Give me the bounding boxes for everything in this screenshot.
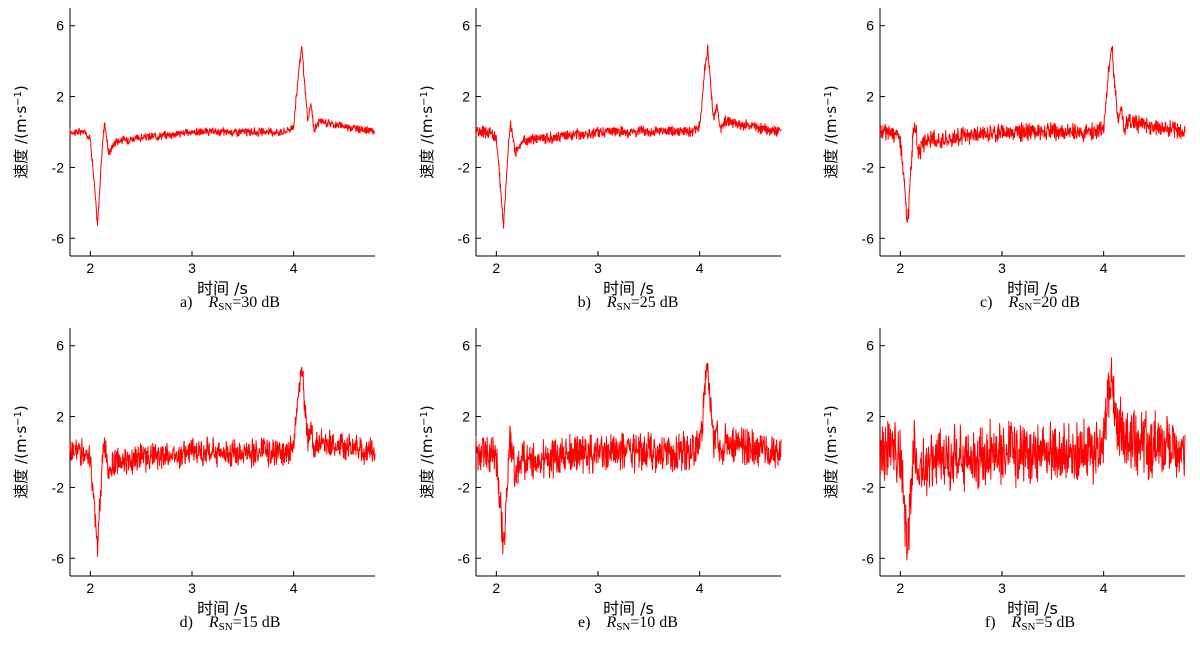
x-tick-label: 4	[290, 260, 298, 276]
snr-subscript: SN	[1021, 621, 1036, 633]
snr-subscript: SN	[218, 621, 233, 633]
y-tick-label: 2	[866, 89, 874, 105]
velocity-series-line	[879, 45, 1186, 223]
x-axis-label: 时间 /s	[197, 279, 248, 298]
x-tick-label: 2	[492, 580, 500, 596]
y-tick-label: -2	[458, 159, 471, 175]
y-axis-label: 速度 /(m·s−1)	[822, 405, 840, 498]
snr-value: =30 dB	[232, 294, 280, 311]
y-tick-label: -6	[862, 550, 875, 566]
y-axis-label: 速度 /(m·s−1)	[12, 85, 30, 178]
y-tick-label: -2	[458, 479, 471, 495]
velocity-series-line	[475, 362, 782, 555]
snr-subscript: SN	[616, 621, 631, 633]
snr-value: =15 dB	[232, 614, 281, 631]
y-tick-label: 6	[462, 18, 470, 34]
panel-letter: d)	[179, 614, 193, 631]
panel-letter: f)	[984, 614, 996, 631]
y-tick-label: -2	[52, 159, 65, 175]
caption-e: e) RSN=10 dB	[428, 614, 828, 633]
x-tick-label: 3	[998, 580, 1006, 596]
caption-f: f) RSN=5 dB	[830, 614, 1200, 633]
y-tick-label: -2	[862, 159, 875, 175]
y-tick-label: -6	[862, 230, 875, 246]
x-tick-label: 4	[1100, 580, 1108, 596]
chart-panel-e: 2 3 4 -6 -2 2 6 时间 /s 速度 /(m·s−1)	[418, 328, 782, 618]
velocity-series-line	[475, 44, 782, 229]
x-tick-label: 3	[188, 260, 196, 276]
y-tick-label: 6	[866, 18, 874, 34]
chart-panel-b: 2 3 4 -6 -2 2 6 时间 /s 速度 /(m·s−1)	[418, 8, 782, 298]
y-tick-label: 2	[56, 89, 64, 105]
snr-label: R	[208, 614, 219, 631]
x-axis-label: 时间 /s	[603, 599, 654, 618]
y-tick-label: 2	[462, 409, 470, 425]
y-tick-label: 6	[56, 18, 64, 34]
y-axis-label: 速度 /(m·s−1)	[418, 85, 436, 178]
x-tick-label: 3	[188, 580, 196, 596]
y-tick-label: 6	[462, 338, 470, 354]
velocity-series-line	[879, 357, 1186, 561]
x-tick-label: 3	[594, 580, 602, 596]
snr-label: R	[1008, 294, 1019, 311]
panel-letter: e)	[578, 614, 591, 631]
y-tick-label: -6	[458, 550, 471, 566]
x-tick-label: 4	[1100, 260, 1108, 276]
chart-panel-d: 2 3 4 -6 -2 2 6 时间 /s 速度 /(m·s−1)	[12, 328, 376, 618]
x-axis-label: 时间 /s	[1007, 599, 1058, 618]
x-tick-label: 2	[492, 260, 500, 276]
x-axis-label: 时间 /s	[1007, 279, 1058, 298]
y-tick-label: 2	[56, 409, 64, 425]
x-tick-label: 2	[896, 580, 904, 596]
x-tick-label: 2	[86, 580, 94, 596]
snr-label: R	[1011, 614, 1022, 631]
y-tick-label: -6	[52, 230, 65, 246]
snr-label: R	[208, 294, 219, 311]
y-tick-label: -6	[52, 550, 65, 566]
y-tick-label: 6	[866, 338, 874, 354]
x-tick-label: 4	[696, 580, 704, 596]
y-tick-label: 2	[462, 89, 470, 105]
snr-value: =10 dB	[630, 614, 678, 631]
snr-label: R	[606, 614, 617, 631]
x-tick-label: 2	[86, 260, 94, 276]
panel-letter: a)	[180, 294, 193, 311]
snr-value: =25 dB	[630, 294, 679, 311]
x-tick-label: 3	[594, 260, 602, 276]
y-axis-label: 速度 /(m·s−1)	[822, 85, 840, 178]
x-axis-label: 时间 /s	[197, 599, 248, 618]
snr-subscript: SN	[616, 301, 631, 313]
snr-subscript: SN	[218, 301, 233, 313]
y-axis-label: 速度 /(m·s−1)	[418, 405, 436, 498]
x-axis-label: 时间 /s	[603, 279, 654, 298]
caption-a: a) RSN=30 dB	[30, 294, 430, 313]
velocity-series-line	[69, 45, 376, 226]
y-tick-label: -6	[458, 230, 471, 246]
chart-panel-c: 2 3 4 -6 -2 2 6 时间 /s 速度 /(m·s−1)	[822, 8, 1186, 298]
chart-panel-f: 2 3 4 -6 -2 2 6 时间 /s 速度 /(m·s−1)	[822, 328, 1186, 618]
y-tick-label: 6	[56, 338, 64, 354]
x-tick-label: 3	[998, 260, 1006, 276]
snr-subscript: SN	[1018, 301, 1033, 313]
panel-letter: c)	[980, 294, 993, 311]
snr-value: =20 dB	[1032, 294, 1080, 311]
y-tick-label: -2	[52, 479, 65, 495]
y-tick-label: 2	[866, 409, 874, 425]
panel-letter: b)	[577, 294, 591, 311]
x-tick-label: 4	[696, 260, 704, 276]
y-tick-label: -2	[862, 479, 875, 495]
x-tick-label: 2	[896, 260, 904, 276]
snr-value: =5 dB	[1035, 614, 1076, 631]
snr-label: R	[606, 294, 617, 311]
caption-c: c) RSN=20 dB	[830, 294, 1200, 313]
y-axis-label: 速度 /(m·s−1)	[12, 405, 30, 498]
caption-d: d) RSN=15 dB	[30, 614, 430, 633]
caption-b: b) RSN=25 dB	[428, 294, 828, 313]
x-tick-label: 4	[290, 580, 298, 596]
chart-panel-a: 2 3 4 -6 -2 2 6 时间 /s 速度 /(m·s−1)	[12, 8, 376, 298]
velocity-series-line	[69, 366, 376, 557]
